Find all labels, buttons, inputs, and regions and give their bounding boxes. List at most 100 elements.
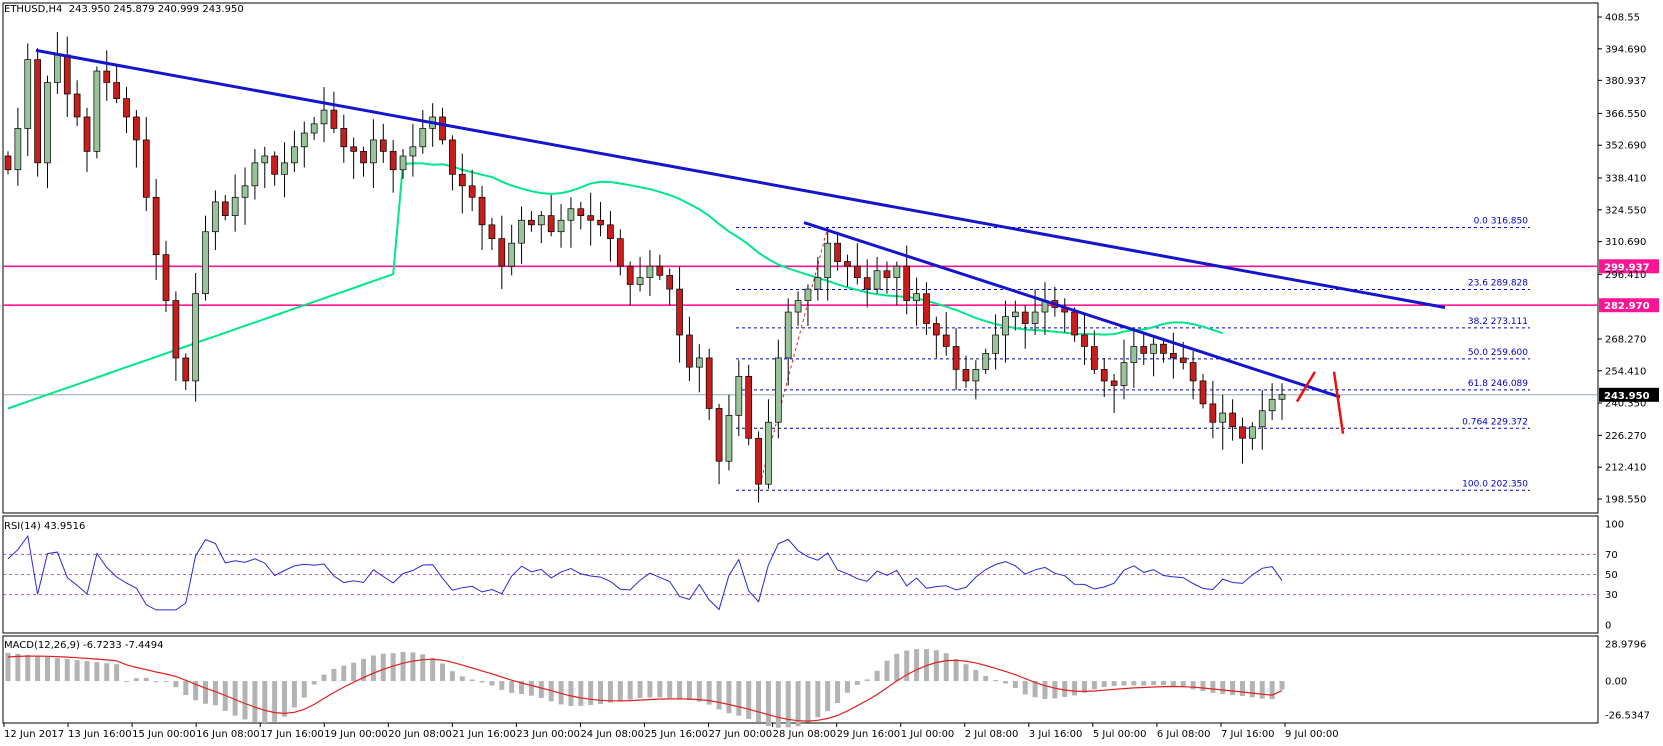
macd-histogram-bar [449, 671, 455, 682]
candle-body [1249, 426, 1256, 439]
macd-histogram-bar [351, 662, 357, 682]
candle-body [320, 109, 328, 125]
macd-histogram-bar [1220, 681, 1226, 694]
candle-body [528, 219, 535, 226]
macd-histogram-bar [617, 681, 623, 702]
candle-body [755, 437, 762, 485]
macd-histogram-bar [35, 655, 41, 682]
candle-body [1091, 346, 1098, 370]
macd-histogram-bar [380, 653, 386, 682]
macd-histogram-bar [637, 681, 643, 698]
macd-histogram-bar [953, 659, 959, 682]
price-level-tag [1599, 298, 1659, 313]
macd-histogram-bar [262, 681, 268, 724]
candle-body [1071, 311, 1078, 336]
candle-body [942, 334, 950, 347]
macd-signal-line [7, 655, 1283, 722]
macd-tick-label: -26.5347 [1605, 711, 1650, 722]
macd-histogram-bar [242, 681, 248, 720]
macd-histogram-bar [874, 670, 880, 682]
candle-body [567, 208, 575, 221]
macd-histogram-bar [568, 681, 574, 707]
macd-histogram-bar [607, 681, 613, 703]
macd-histogram-bar [795, 681, 801, 727]
macd-histogram-bar [1032, 681, 1038, 698]
price-tick-label: 226.270 [1605, 431, 1646, 442]
candle-body [310, 123, 318, 134]
price-tick-label: 310.690 [1605, 237, 1646, 248]
candle-body [695, 357, 703, 368]
macd-histogram-bar [390, 653, 396, 682]
fib-level-label: 50.0 259.600 [1468, 348, 1528, 358]
candle-body [873, 270, 881, 290]
macd-histogram-bar [1141, 681, 1147, 686]
macd-histogram-bar [835, 681, 841, 704]
candle-body [221, 201, 229, 217]
macd-histogram-bar [1131, 681, 1137, 686]
candle-body [14, 128, 22, 171]
macd-histogram-bar [578, 681, 584, 706]
candle-body [113, 82, 120, 99]
candle-body [794, 300, 802, 313]
macd-histogram-bar [341, 665, 347, 682]
candle-body [73, 93, 81, 118]
price-level-tag [1599, 259, 1659, 274]
moving-average-line [7, 162, 1224, 410]
candle-body [123, 98, 130, 118]
candle-body [458, 173, 466, 187]
candle-body [972, 369, 980, 382]
macd-histogram-bar [45, 657, 51, 682]
time-label: 15 Jun 00:00 [132, 729, 196, 740]
macd-histogram-bar [963, 664, 969, 682]
candle-body [686, 334, 693, 368]
macd-histogram-bar [993, 679, 999, 682]
macd-histogram-bar [94, 662, 100, 682]
macd-histogram-bar [1121, 681, 1127, 686]
candle-body [498, 238, 506, 267]
candle-body [676, 288, 683, 336]
candle-body [735, 375, 743, 416]
candle-body [1130, 346, 1138, 363]
macd-histogram-bar [686, 681, 692, 701]
macd-histogram-bar [746, 681, 752, 719]
candle-body [537, 215, 545, 226]
candle-body [616, 238, 624, 267]
candle-body [1239, 426, 1246, 439]
candle-body [932, 323, 940, 336]
macd-histogram-bar [973, 669, 979, 682]
macd-histogram-bar [1239, 681, 1245, 696]
candle-body [587, 215, 595, 221]
price-tick-label: 268.270 [1605, 334, 1646, 345]
macd-histogram-bar [25, 654, 31, 682]
price-tick-label: 408.55 [1605, 13, 1640, 24]
candle-body [389, 151, 397, 171]
time-label: 20 Jun 08:00 [388, 729, 452, 740]
time-label: 1 Jul 00:00 [901, 729, 955, 740]
time-label: 25 Jun 16:00 [645, 729, 709, 740]
candle-body [883, 270, 891, 278]
rsi-tick-label: 30 [1605, 590, 1618, 601]
macd-histogram-bar [983, 675, 989, 682]
candle-body [24, 59, 32, 129]
macd-histogram-bar [1269, 681, 1275, 699]
macd-histogram-bar [74, 660, 80, 682]
macd-histogram-bar [370, 655, 376, 682]
candle-body [83, 116, 91, 152]
candle-body [774, 357, 782, 423]
macd-histogram-bar [1180, 681, 1186, 688]
time-label: 6 Jul 08:00 [1157, 729, 1211, 740]
red-arrow-up-stroke [1295, 371, 1317, 403]
macd-histogram-bar [459, 676, 465, 682]
candle-body [597, 219, 604, 226]
candle-body [1002, 316, 1009, 336]
candle-body [192, 293, 199, 382]
macd-histogram-bar [825, 681, 831, 712]
candle-body [133, 116, 140, 141]
candle-body [853, 265, 861, 278]
macd-histogram-bar [64, 659, 70, 682]
candle-body [271, 155, 279, 175]
macd-histogram-bar [1101, 681, 1107, 688]
macd-histogram-bar [696, 681, 702, 702]
macd-histogram-bar [1022, 681, 1028, 695]
